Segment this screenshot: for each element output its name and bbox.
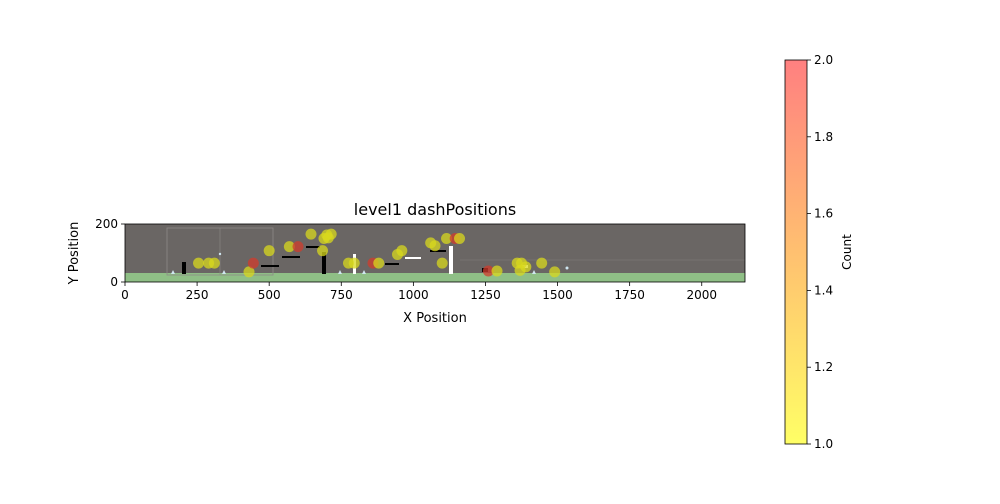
colorbar-tick-label: 1.4	[814, 283, 833, 297]
x-axis: 0 250 500 750 1000 1250 1500 1750 2000	[121, 282, 717, 302]
level-background	[125, 224, 745, 282]
x-tick-label: 2000	[686, 288, 717, 302]
colorbar-tick-label: 1.2	[814, 360, 833, 374]
scatter-points	[193, 228, 561, 278]
y-tick-label: 200	[95, 217, 118, 231]
scatter-point	[454, 233, 466, 244]
x-tick-label: 250	[186, 288, 209, 302]
x-tick-label: 1750	[614, 288, 645, 302]
scatter-point	[436, 257, 448, 269]
scatter-point	[243, 266, 255, 278]
colorbar-tick-label: 1.6	[814, 207, 833, 221]
colorbar-tick-label: 1.0	[814, 437, 833, 451]
x-tick-label: 1500	[542, 288, 573, 302]
scatter-point	[292, 241, 304, 253]
colorbar-tick-label: 1.8	[814, 130, 833, 144]
x-tick-label: 1250	[470, 288, 501, 302]
scatter-point	[373, 257, 385, 269]
scatter-point	[317, 245, 329, 257]
y-axis: 0 200	[95, 217, 125, 289]
x-tick-label: 750	[330, 288, 353, 302]
colorbar-ticks: 1.0 1.2 1.4 1.6 1.8 2.0	[807, 53, 833, 451]
colorbar-tick-label: 2.0	[814, 53, 833, 67]
scatter-point	[283, 241, 295, 253]
scatter-point	[193, 257, 205, 269]
scatter-point	[491, 265, 503, 277]
scatter-point	[263, 245, 275, 257]
x-axis-label: X Position	[403, 311, 467, 326]
colorbar-label: Count	[840, 234, 854, 270]
scatter-point	[208, 257, 220, 269]
x-tick-label: 1000	[398, 288, 429, 302]
y-tick-label: 0	[110, 275, 118, 289]
x-tick-label: 500	[258, 288, 281, 302]
scatter-point	[536, 257, 548, 269]
scatter-point	[482, 265, 494, 277]
plot-frame	[124, 223, 746, 283]
scatter-point	[396, 245, 408, 257]
y-axis-label: Y Position	[67, 222, 82, 286]
colorbar	[784, 59, 808, 445]
scatter-point	[247, 257, 259, 269]
scatter-point	[549, 266, 561, 278]
scatter-point	[520, 261, 532, 273]
scatter-point	[441, 233, 453, 244]
scatter-point	[429, 240, 441, 252]
scatter-point	[305, 228, 317, 240]
scatter-point	[348, 257, 360, 269]
chart-title: level1 dashPositions	[354, 200, 516, 219]
scatter-point	[325, 228, 337, 240]
x-tick-label: 0	[121, 288, 129, 302]
